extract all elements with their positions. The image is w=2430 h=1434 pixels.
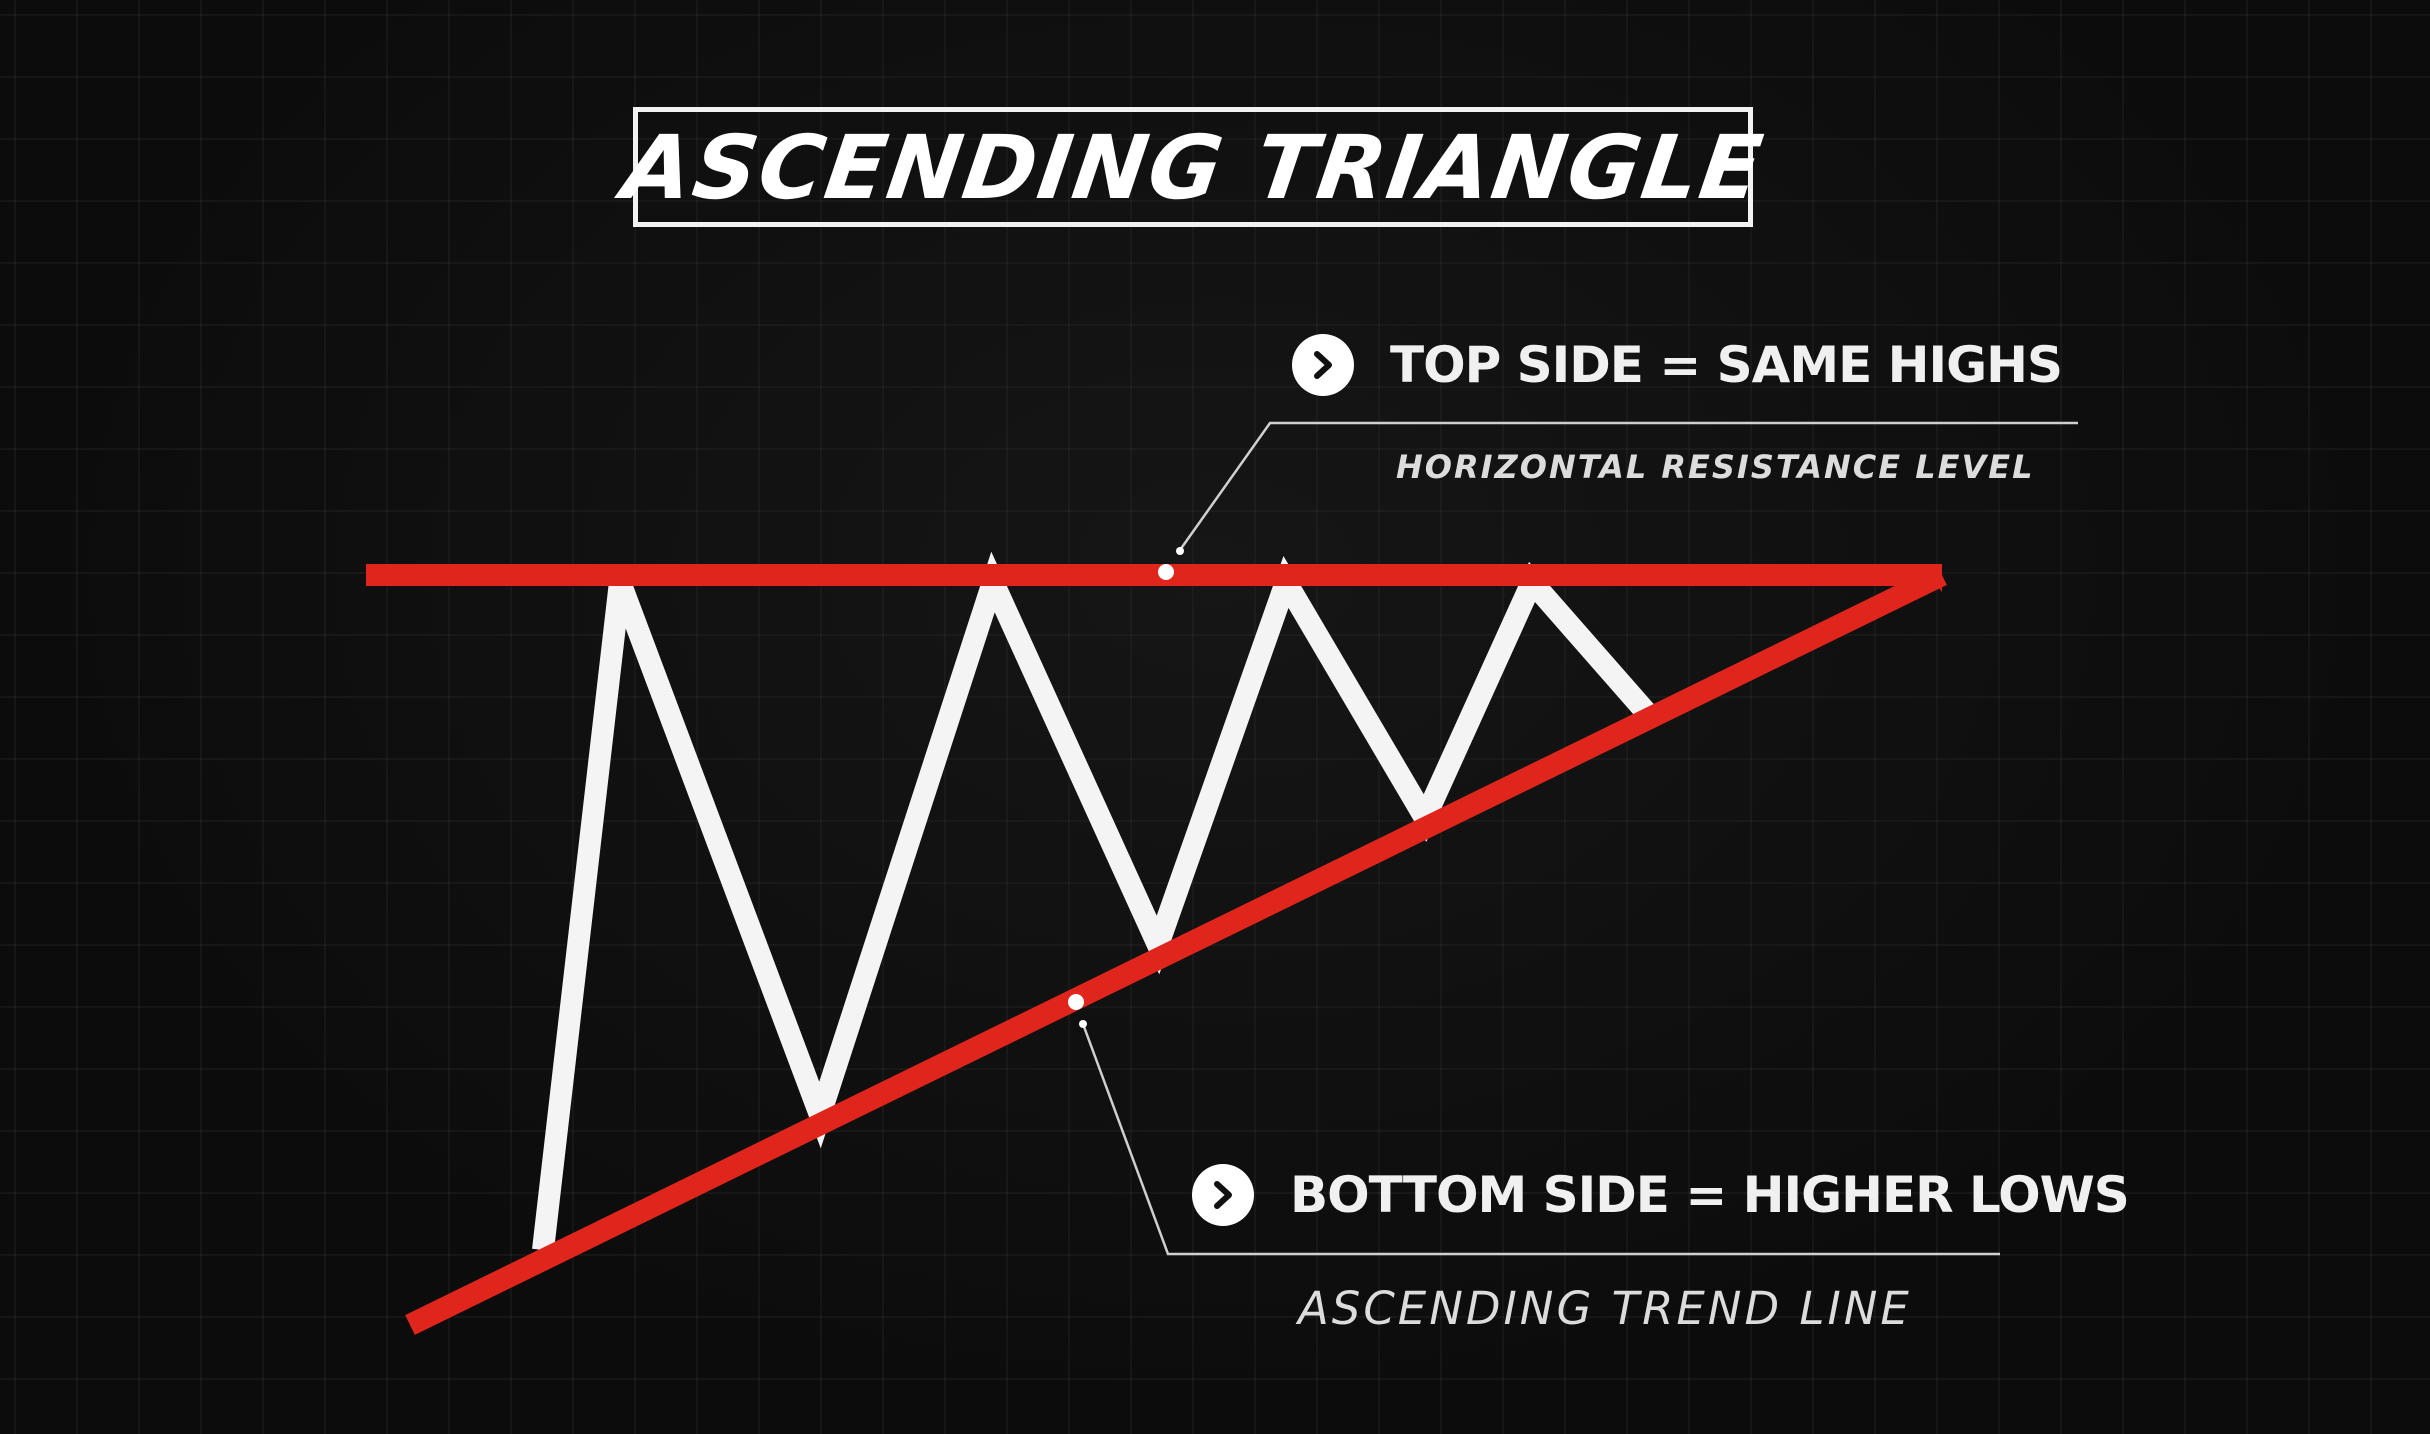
- top-leader-line: [1178, 421, 2078, 551]
- top-leader-dot: [1176, 547, 1184, 555]
- top-callout-sublabel: HORIZONTAL RESISTANCE LEVEL: [1396, 448, 2035, 486]
- triangle-apex: [1922, 564, 1942, 592]
- price-path: [532, 551, 1655, 1252]
- bottom-leader-dot: [1079, 1020, 1087, 1028]
- resistance-anchor-dot: [1158, 564, 1174, 580]
- bottom-leader-line: [1081, 1023, 2000, 1256]
- top-callout: TOP SIDE = SAME HIGHS: [1292, 334, 2063, 396]
- chevron-right-icon: [1292, 334, 1354, 396]
- bottom-callout-label: BOTTOM SIDE = HIGHER LOWS: [1290, 1166, 2130, 1224]
- page-title: ASCENDING TRIANGLE: [616, 115, 1770, 219]
- chevron-right-icon: [1192, 1164, 1254, 1226]
- top-callout-label: TOP SIDE = SAME HIGHS: [1390, 336, 2063, 394]
- ascending-trend-line: [405, 565, 1947, 1335]
- bottom-callout: BOTTOM SIDE = HIGHER LOWS: [1192, 1164, 2130, 1226]
- bottom-callout-sublabel: ASCENDING TREND LINE: [1298, 1282, 1912, 1335]
- trend-anchor-dot: [1068, 994, 1084, 1010]
- title-box: ASCENDING TRIANGLE: [616, 107, 1770, 227]
